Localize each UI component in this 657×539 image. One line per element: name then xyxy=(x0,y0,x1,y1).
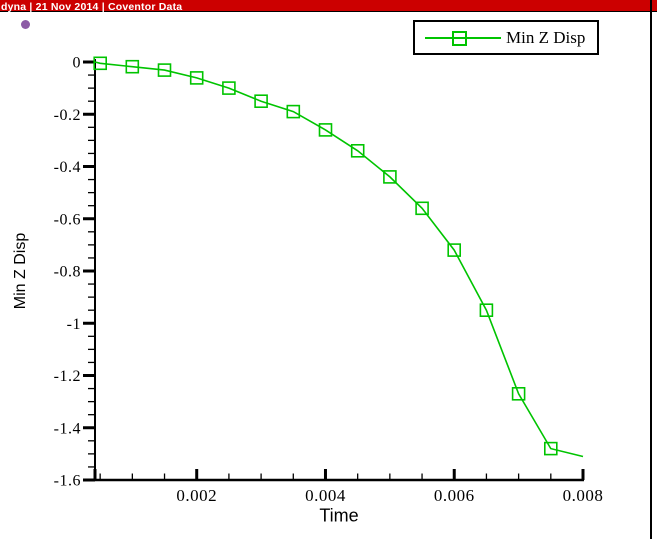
data-point-marker xyxy=(93,56,107,71)
x-tick-label: 0.002 xyxy=(176,486,217,505)
data-point-marker xyxy=(415,201,429,216)
data-point-marker xyxy=(286,104,301,119)
x-tick-label: 0.006 xyxy=(434,486,475,505)
y-tick-label: -1 xyxy=(67,316,81,333)
x-tick-label: 0.004 xyxy=(305,486,346,505)
data-point-marker xyxy=(447,243,462,257)
x-tick-label: 0.008 xyxy=(563,486,604,505)
y-tick-label: -0.4 xyxy=(54,159,81,176)
y-tick-label: -0.8 xyxy=(54,264,81,281)
y-tick-label: -1.6 xyxy=(54,473,81,490)
legend-line-sample xyxy=(425,37,501,39)
data-series-line xyxy=(94,61,584,458)
legend-label: Min Z Disp xyxy=(506,28,586,47)
data-point-marker xyxy=(254,94,268,108)
data-point-marker xyxy=(511,386,526,401)
legend: Min Z Disp xyxy=(413,20,599,55)
window-title: dyna | 21 Nov 2014 | Coventor Data xyxy=(1,1,183,13)
data-point-marker xyxy=(543,441,558,456)
legend-marker-icon xyxy=(452,31,467,46)
y-tick-label: -0.2 xyxy=(54,107,81,124)
data-point-marker xyxy=(189,71,204,85)
x-axis-title: Time xyxy=(319,505,359,526)
data-point-marker xyxy=(350,144,365,158)
y-tick-label: -1.2 xyxy=(54,368,81,385)
y-tick-label: -0.6 xyxy=(54,211,81,228)
data-point-marker xyxy=(125,59,140,74)
y-tick-label: 0 xyxy=(73,55,82,72)
data-point-marker xyxy=(318,123,333,137)
window-right-border xyxy=(650,0,652,539)
y-axis-title: Min Z Disp xyxy=(12,232,29,310)
data-point-marker xyxy=(222,81,236,95)
status-dot-icon xyxy=(21,20,30,29)
y-tick-label: -1.4 xyxy=(54,420,81,437)
window-title-bar: dyna | 21 Nov 2014 | Coventor Data xyxy=(0,0,657,13)
data-point-marker xyxy=(157,63,172,77)
data-point-marker xyxy=(479,303,494,318)
data-point-marker xyxy=(383,170,397,184)
